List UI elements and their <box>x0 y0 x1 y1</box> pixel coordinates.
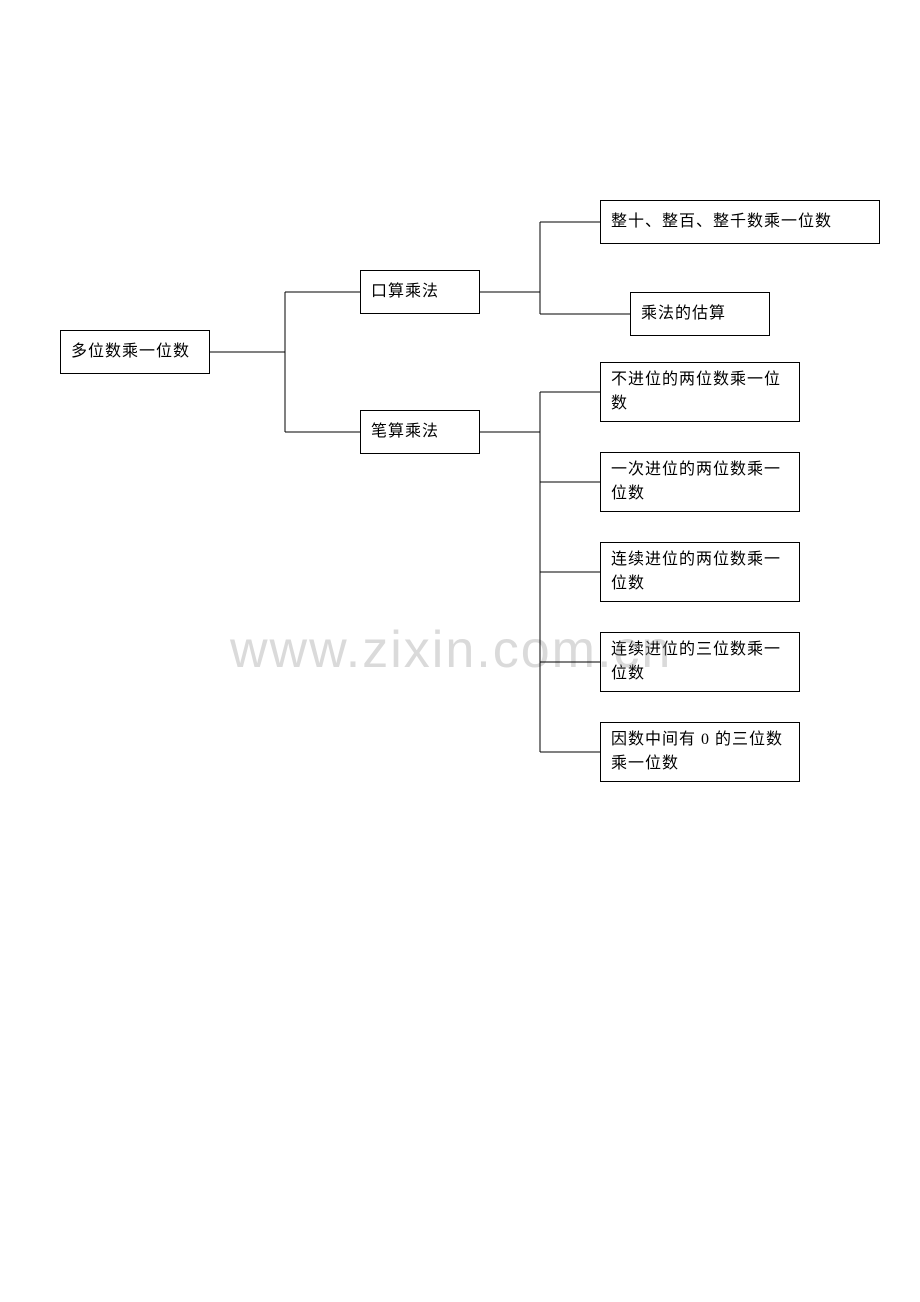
mid-2-label: 笔算乘法 <box>371 420 439 444</box>
leaf-7-label: 因数中间有 0 的三位数乘一位数 <box>611 728 789 776</box>
leaf-2-label: 乘法的估算 <box>641 302 726 326</box>
mid-node-1: 口算乘法 <box>360 270 480 314</box>
mid-1-label: 口算乘法 <box>371 280 439 304</box>
mid-node-2: 笔算乘法 <box>360 410 480 454</box>
root-node: 多位数乘一位数 <box>60 330 210 374</box>
leaf-3-label: 不进位的两位数乘一位数 <box>611 368 789 416</box>
leaf-node-1: 整十、整百、整千数乘一位数 <box>600 200 880 244</box>
leaf-5-label: 连续进位的两位数乘一位数 <box>611 548 789 596</box>
leaf-node-6: 连续进位的三位数乘一位数 <box>600 632 800 692</box>
root-label: 多位数乘一位数 <box>71 340 190 364</box>
leaf-node-3: 不进位的两位数乘一位数 <box>600 362 800 422</box>
leaf-node-5: 连续进位的两位数乘一位数 <box>600 542 800 602</box>
leaf-node-2: 乘法的估算 <box>630 292 770 336</box>
leaf-1-label: 整十、整百、整千数乘一位数 <box>611 210 832 234</box>
leaf-6-label: 连续进位的三位数乘一位数 <box>611 638 789 686</box>
leaf-4-label: 一次进位的两位数乘一位数 <box>611 458 789 506</box>
leaf-node-4: 一次进位的两位数乘一位数 <box>600 452 800 512</box>
leaf-node-7: 因数中间有 0 的三位数乘一位数 <box>600 722 800 782</box>
